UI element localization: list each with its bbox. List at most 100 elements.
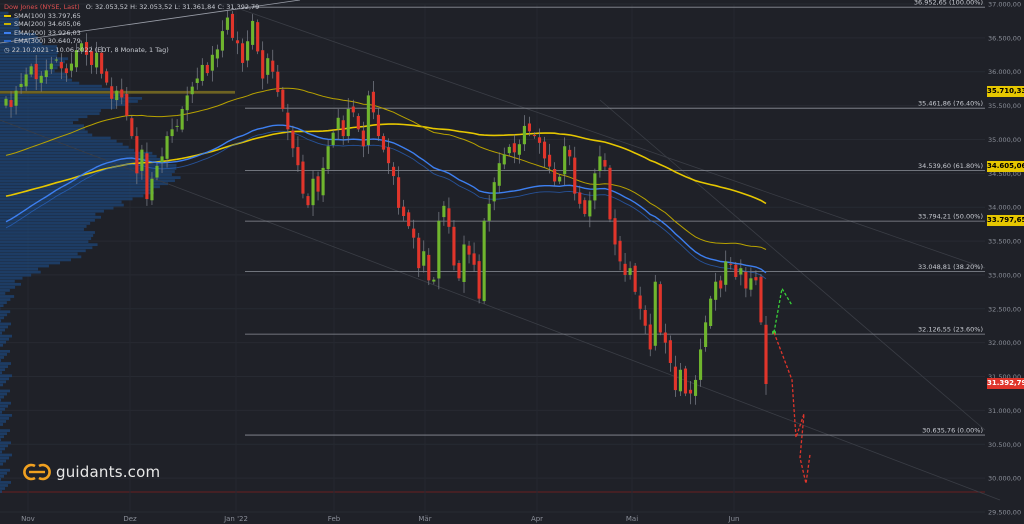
candle-body bbox=[739, 268, 743, 275]
volume-profile-bar bbox=[0, 203, 124, 207]
candle-body bbox=[628, 268, 632, 275]
candle-body bbox=[130, 118, 134, 137]
volume-profile-bar bbox=[0, 490, 2, 493]
volume-profile-bar bbox=[0, 243, 98, 247]
volume-profile-bar bbox=[0, 151, 153, 155]
volume-profile-bar bbox=[0, 447, 5, 451]
y-axis: 37.000,00 36.500,00 36.000,00 35.500,00 35.0… bbox=[988, 1, 1021, 517]
volume-profile-bar bbox=[0, 429, 10, 432]
candle-body bbox=[678, 369, 682, 392]
volume-profile-bar bbox=[0, 435, 4, 439]
candle-body bbox=[74, 50, 79, 68]
candle-body bbox=[266, 58, 270, 75]
volume-profile-bar bbox=[0, 228, 84, 231]
candle-body bbox=[145, 153, 149, 200]
price-tag: 31.392,79 bbox=[987, 378, 1024, 390]
candle-body bbox=[407, 212, 411, 227]
candle-body bbox=[140, 149, 144, 171]
volume-profile-bar bbox=[0, 32, 36, 36]
chart-legend: Dow Jones (NYSE, Last) O: 32.053,52 H: 3… bbox=[4, 3, 259, 55]
volume-profile-bar bbox=[0, 304, 4, 308]
volume-profile-bar bbox=[0, 395, 4, 399]
volume-profile-bar bbox=[0, 285, 16, 289]
y-tick-label: 36.000,00 bbox=[988, 68, 1021, 76]
candle-body bbox=[452, 226, 456, 266]
volume-profile-bar bbox=[0, 331, 3, 335]
ema300-swatch bbox=[4, 40, 11, 43]
ema200-line bbox=[5, 124, 767, 274]
candle-body bbox=[326, 146, 330, 170]
candle-body bbox=[734, 264, 738, 277]
volume-profile-bar bbox=[0, 240, 89, 244]
volume-profile-bar bbox=[0, 176, 181, 179]
candle-body bbox=[683, 368, 688, 394]
y-tick-label: 30.500,00 bbox=[988, 441, 1021, 449]
candle-body bbox=[482, 220, 486, 302]
candle-body bbox=[719, 280, 723, 289]
volume-profile-bar bbox=[0, 264, 49, 268]
volume-profile-bar bbox=[0, 14, 7, 18]
candle-body bbox=[693, 379, 698, 396]
legend-range-row: ◷ 22.10.2021 - 10.06.2022 (EDT, 8 Monate… bbox=[4, 46, 259, 55]
volume-profile-bar bbox=[0, 444, 8, 448]
candle-body bbox=[507, 146, 511, 154]
candle-body bbox=[417, 237, 421, 269]
volume-profile-bar bbox=[0, 93, 128, 97]
volume-profile-bar bbox=[0, 124, 84, 128]
volume-profile-bar bbox=[0, 261, 61, 265]
volume-profile-bar bbox=[0, 252, 78, 256]
candle-body bbox=[563, 146, 567, 175]
candle-body bbox=[135, 136, 139, 174]
candle-body bbox=[100, 52, 104, 74]
volume-profile-bar bbox=[0, 237, 92, 240]
volume-profile-bar bbox=[0, 432, 7, 436]
candle-body bbox=[235, 40, 240, 44]
x-tick-label: Nov bbox=[21, 515, 35, 523]
candle-body bbox=[4, 98, 8, 106]
price-tag: 33.797,65 bbox=[987, 215, 1024, 227]
volume-profile-bar bbox=[0, 441, 11, 445]
volume-profile-bar bbox=[0, 404, 8, 408]
volume-profile-bar bbox=[0, 340, 7, 344]
brand-logo[interactable]: guidants.com bbox=[22, 462, 160, 482]
candle-body bbox=[618, 240, 622, 262]
volume-profile-bar bbox=[0, 471, 7, 475]
volume-profile-bar bbox=[0, 72, 67, 76]
legend-ema200[interactable]: EMA(200) 33.926,03 bbox=[4, 29, 259, 38]
candle-body bbox=[391, 166, 396, 177]
candle-body bbox=[251, 20, 255, 45]
y-tick-label: 29.500,00 bbox=[988, 509, 1021, 517]
volume-profile-bar bbox=[0, 481, 11, 484]
candle-body bbox=[638, 295, 642, 309]
volume-profile-bar bbox=[0, 157, 161, 161]
volume-profile-bar bbox=[0, 438, 1, 442]
volume-profile-bar bbox=[0, 371, 3, 375]
volume-profile-bar bbox=[0, 182, 169, 186]
volume-profile-bar bbox=[0, 365, 9, 368]
candle-body bbox=[200, 64, 204, 81]
candle-body bbox=[623, 263, 627, 275]
candle-body bbox=[246, 41, 250, 61]
candle-body bbox=[105, 71, 109, 83]
fibonacci-levels: 36.952,65 (100.00%) 35.461,86 (76.40%) 34.… bbox=[245, 0, 985, 436]
trend-lines bbox=[0, 0, 1001, 501]
candle-body bbox=[663, 332, 667, 343]
legend-ema300[interactable]: EMA(300) 30.640,79 bbox=[4, 37, 259, 46]
candle-body bbox=[704, 322, 708, 348]
candle-body bbox=[19, 83, 23, 88]
ema200-swatch bbox=[4, 31, 11, 34]
candle-body bbox=[291, 130, 295, 149]
volume-profile-bar bbox=[0, 392, 7, 396]
volume-profile-bar bbox=[0, 417, 9, 420]
volume-profile-bar bbox=[0, 139, 117, 143]
volume-profile-bar bbox=[0, 133, 93, 137]
bullish-projection-arrow bbox=[773, 286, 793, 333]
y-tick-label: 34.000,00 bbox=[988, 204, 1021, 212]
sma100-swatch bbox=[4, 14, 11, 17]
volume-profile-bar bbox=[0, 29, 21, 33]
legend-sma100[interactable]: SMA(100) 33.797,65 bbox=[4, 12, 259, 21]
x-tick-label: Dez bbox=[123, 515, 137, 523]
legend-sma200[interactable]: SMA(200) 34.605,06 bbox=[4, 20, 259, 29]
y-tick-label: 35.000,00 bbox=[988, 136, 1021, 144]
